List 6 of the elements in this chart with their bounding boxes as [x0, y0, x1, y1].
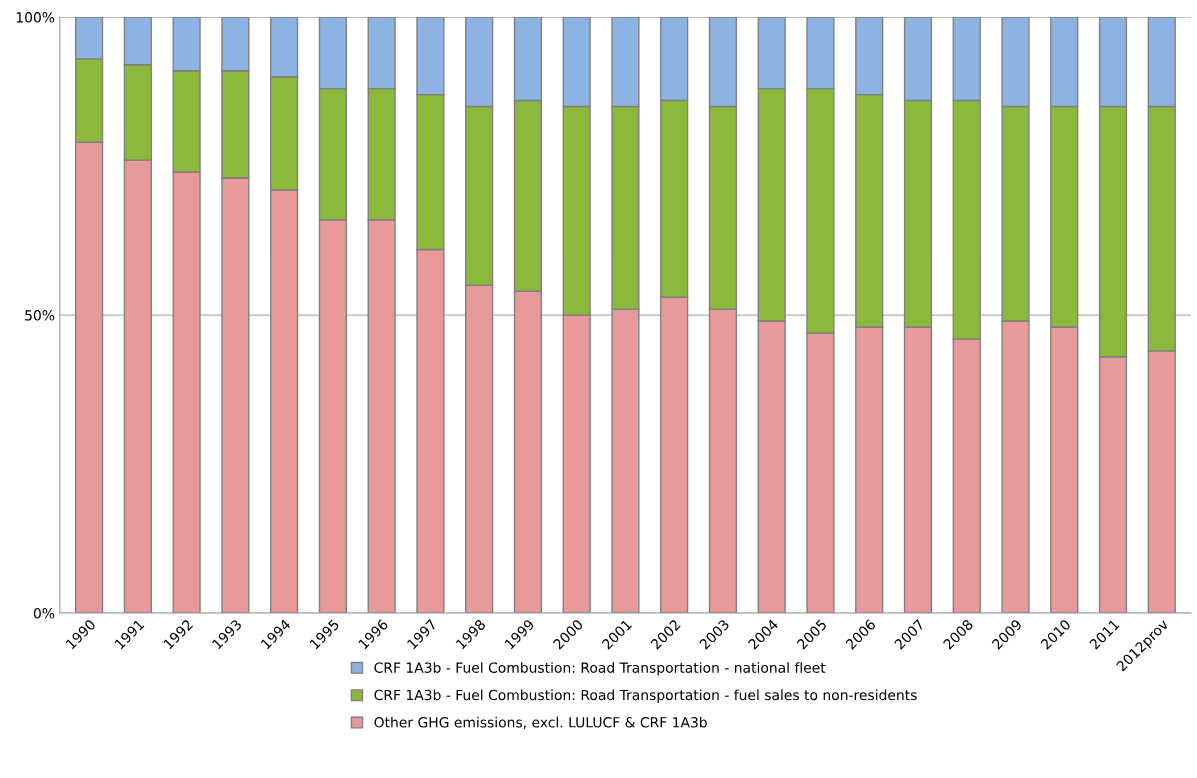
legend-label: CRF 1A3b - Fuel Combustion: Road Transportation - fuel sales to non-residents: [374, 689, 917, 703]
legend-label: CRF 1A3b - Fuel Combustion: Road Transportation - national fleet: [374, 662, 826, 676]
legend-label: Other GHG emissions, excl. LULUCF & CRF 1A3b: [374, 716, 707, 729]
y-tick-label: 50%: [25, 310, 55, 321]
y-tick-label: 100%: [16, 12, 55, 23]
y-tick-label: 0%: [33, 608, 55, 619]
